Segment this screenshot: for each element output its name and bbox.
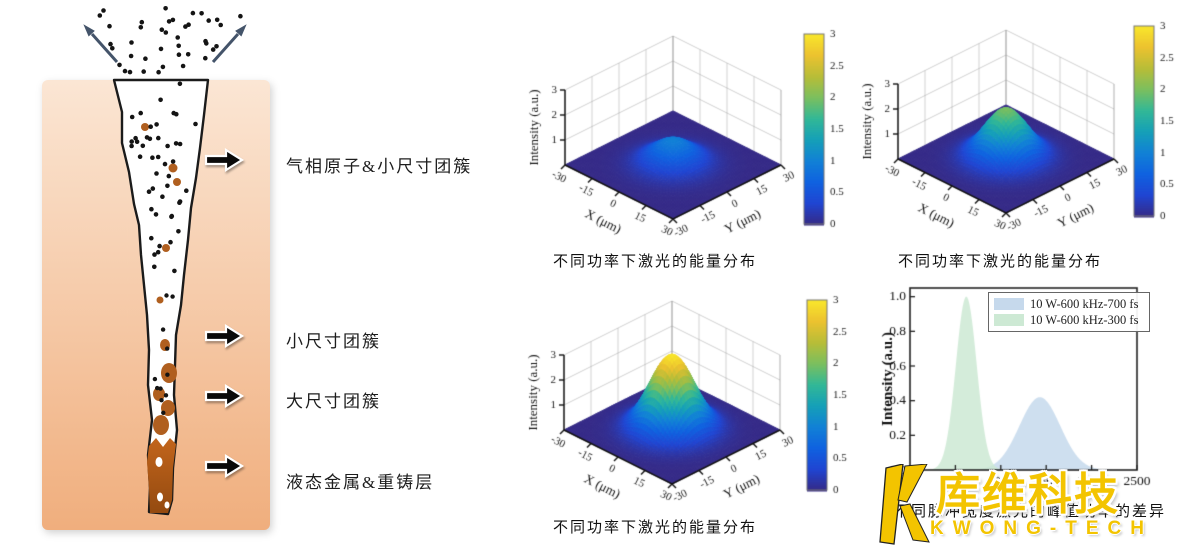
label-pointer-arrows	[204, 148, 245, 478]
legend-row-300fs: 10 W-600 kHz-300 fs	[994, 312, 1144, 328]
melt-white-gaps	[155, 457, 170, 509]
watermark-brand-en: KWONG-TECH	[930, 518, 1153, 539]
caption-pulse-plot: 不同脉冲宽度激光的峰值功率的差异	[893, 504, 1166, 520]
surface-plot-high-power	[498, 288, 808, 520]
colorbar-high-power	[803, 292, 855, 504]
diagram-label-small-clusters: 小尺寸团簇	[286, 332, 381, 351]
legend-label-700fs: 10 W-600 kHz-700 fs	[1030, 296, 1139, 311]
pulse-plot-legend: 10 W-600 kHz-700 fs 10 W-600 kHz-300 fs	[988, 292, 1150, 332]
ablation-plume-diagram	[42, 6, 270, 530]
molten-metal-column	[147, 438, 176, 513]
diagram-label-large-clusters: 大尺寸团簇	[286, 392, 381, 411]
legend-swatch-300fs	[994, 314, 1024, 326]
surface-plot-mid-power	[843, 18, 1153, 250]
legend-label-300fs: 10 W-600 kHz-300 fs	[1030, 312, 1139, 327]
caption-surface-3: 不同功率下激光的能量分布	[552, 520, 757, 536]
atom-dots	[97, 6, 243, 415]
ejecta-direction-arrows	[83, 24, 247, 63]
caption-surface-2: 不同功率下激光的能量分布	[897, 254, 1102, 270]
diagram-label-gas-atoms: 气相原子&小尺寸团簇	[286, 157, 473, 176]
kwong-tech-logo-icon	[879, 464, 930, 545]
colorbar-mid-power	[1130, 18, 1182, 230]
legend-swatch-700fs	[994, 298, 1024, 310]
legend-row-700fs: 10 W-600 kHz-700 fs	[994, 296, 1144, 312]
diagram-label-liquid-metal: 液态金属&重铸层	[286, 473, 435, 492]
small-cluster-dots	[141, 123, 181, 304]
caption-surface-1: 不同功率下激光的能量分布	[552, 254, 757, 270]
watermark: 库维科技 KWONG-TECH	[876, 462, 1176, 550]
surface-plot-low-power	[498, 22, 808, 254]
watermark-brand-cn: 库维科技	[936, 470, 1120, 519]
